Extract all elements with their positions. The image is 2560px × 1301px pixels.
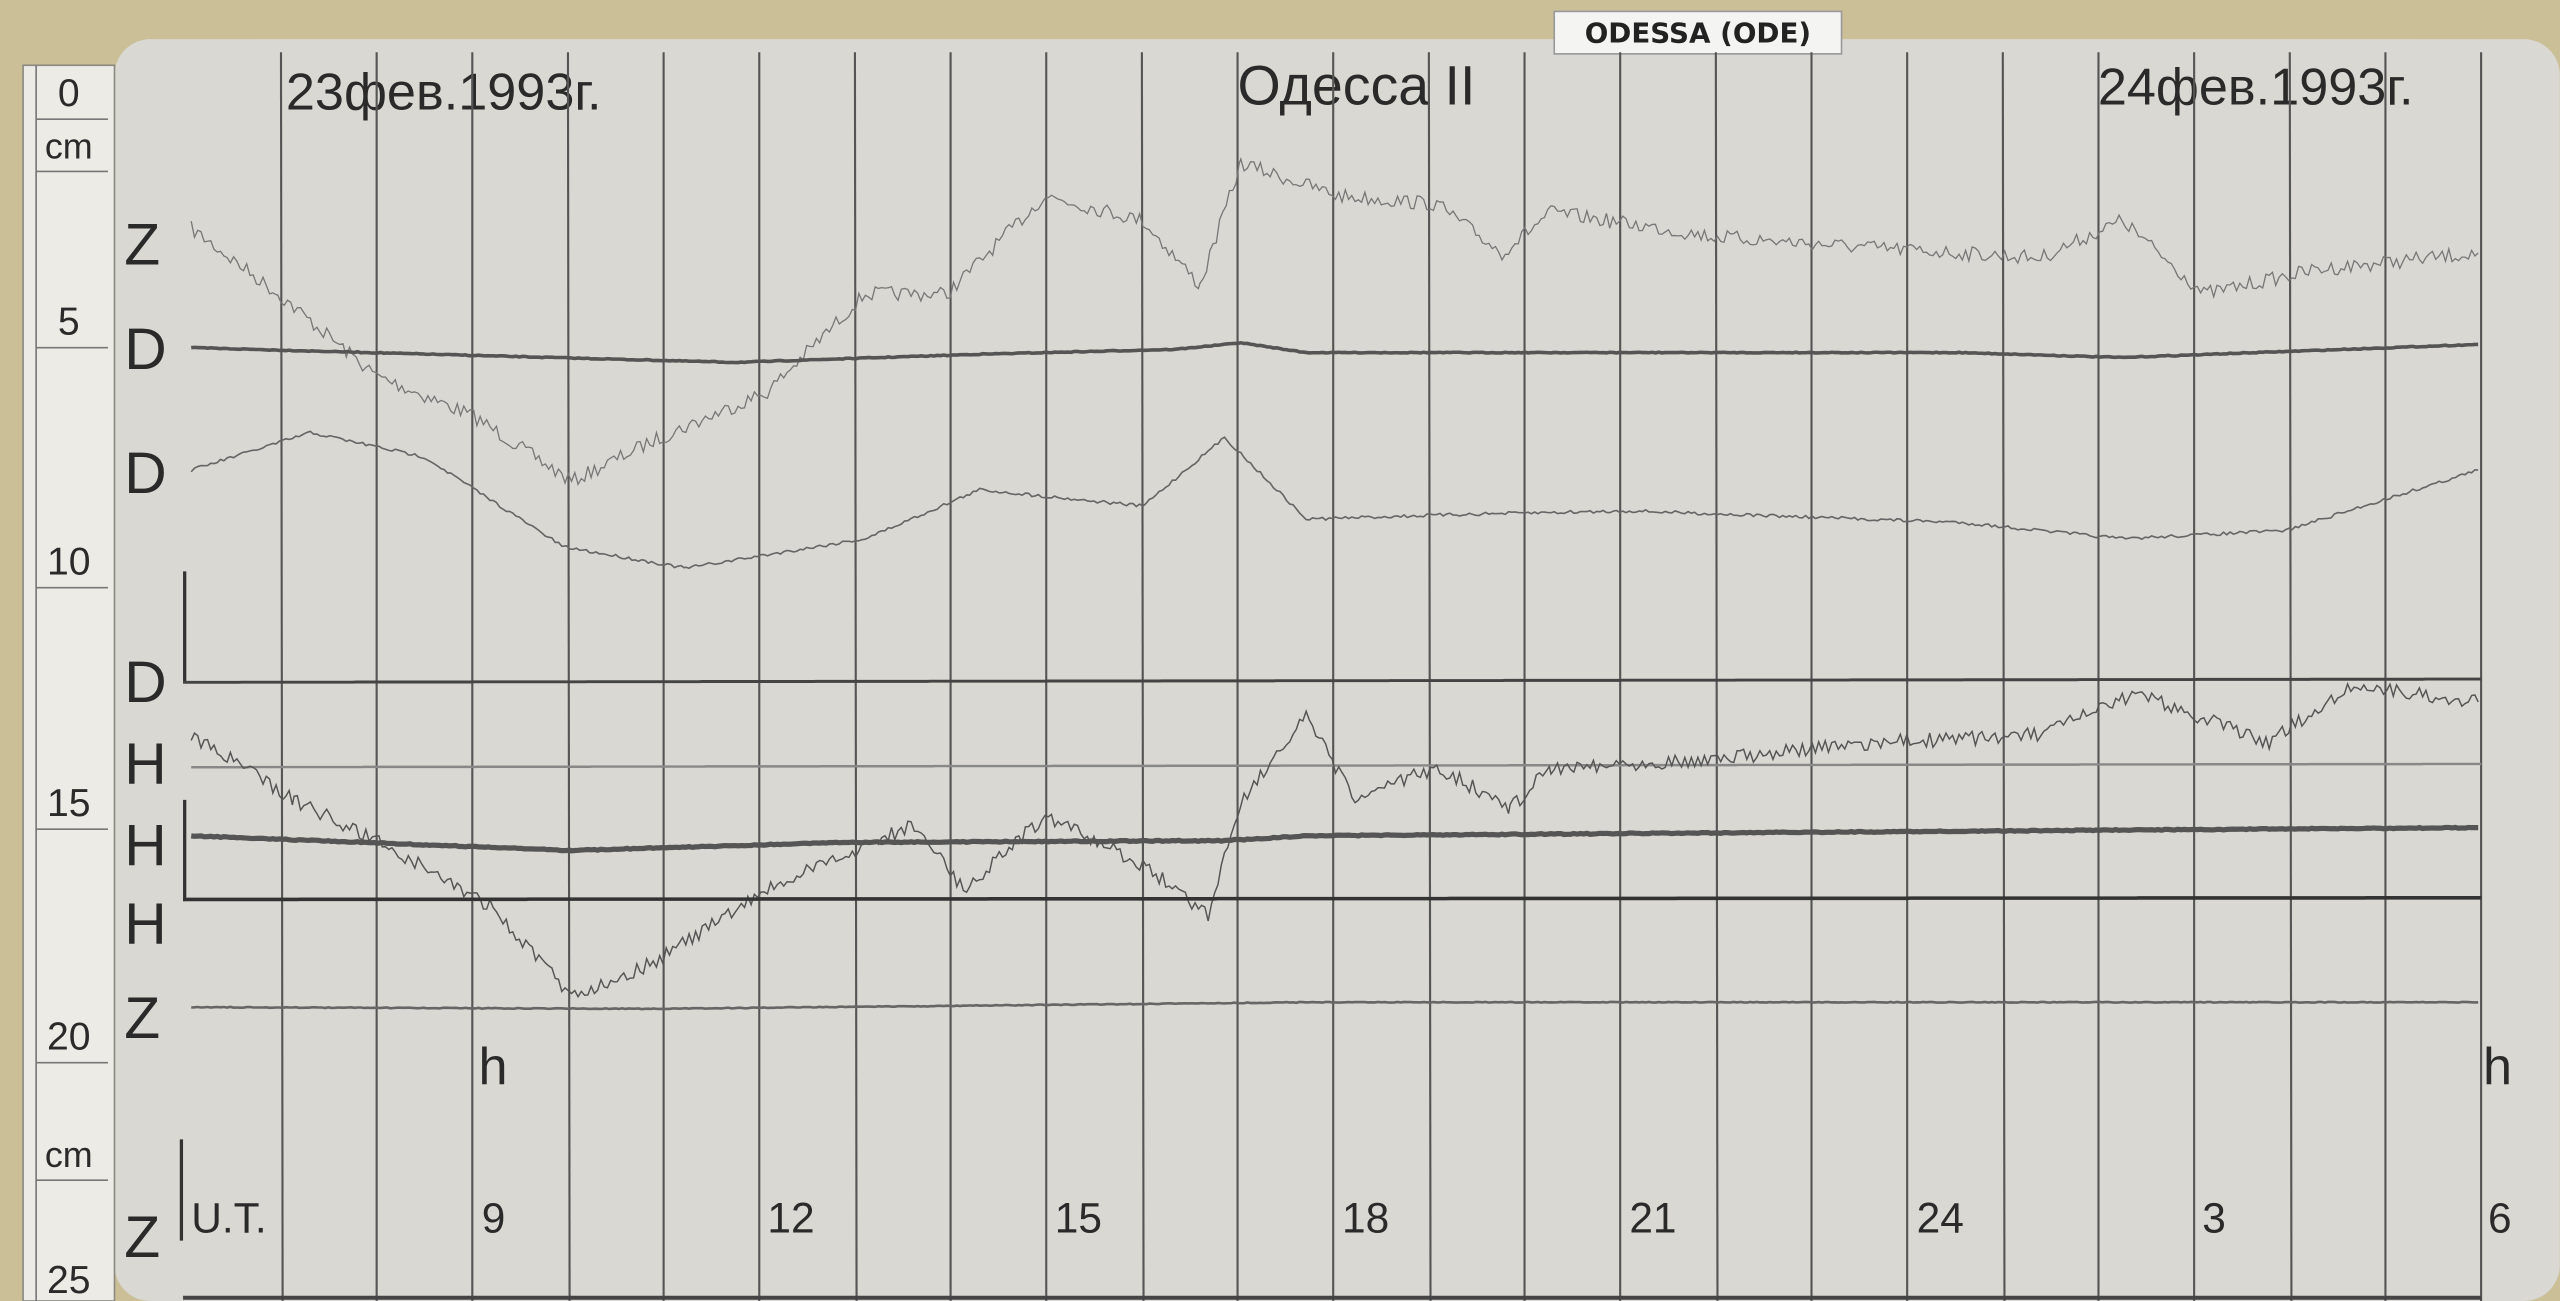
trace-label: Z (124, 212, 160, 277)
trace (191, 762, 2482, 769)
trace (183, 677, 2482, 684)
date-end: 24фев.1993г. (2098, 58, 2414, 116)
time-label: 15 (1055, 1194, 1102, 1241)
time-label: 3 (2202, 1194, 2226, 1241)
ruler-label: 20 (47, 1016, 91, 1059)
traces (183, 156, 2482, 1300)
trace (191, 340, 2479, 365)
time-label: 24 (1917, 1194, 1964, 1241)
time-label: 21 (1629, 1194, 1676, 1241)
trace-label: D (124, 650, 166, 715)
ruler-label: 25 (47, 1259, 91, 1301)
grid (279, 52, 2483, 1301)
station: Одесса II (1238, 54, 1476, 116)
time-label: 12 (767, 1194, 814, 1241)
hour-line (2288, 52, 2293, 1301)
trace-label: D (124, 317, 166, 382)
trace-label: H (124, 892, 166, 957)
hour-mark: h (479, 1038, 508, 1096)
ruler-label: cm (45, 1134, 93, 1175)
trace (190, 681, 2479, 999)
hour-line (2001, 52, 2006, 1301)
ruler-label: 15 (47, 782, 91, 825)
hour-line (853, 52, 858, 1301)
time-label: 18 (1342, 1194, 1389, 1241)
tag-label: ODESSA (ODE) (1585, 16, 1811, 49)
ruler-label: 10 (47, 541, 91, 584)
trace (183, 896, 2482, 902)
date-start: 23фев.1993г. (286, 63, 602, 121)
trace (190, 156, 2479, 487)
trace (190, 824, 2479, 854)
time-unit: U.T. (191, 1194, 266, 1241)
trace (191, 1000, 2479, 1011)
time-label: 6 (2488, 1194, 2512, 1241)
trace-label: H (124, 813, 166, 878)
time-label: 9 (482, 1194, 506, 1241)
hour-line (1714, 52, 1719, 1301)
trace-label: Z (124, 986, 160, 1051)
ruler-label: 0 (58, 72, 80, 115)
trace-label: Z (124, 1205, 160, 1270)
tag-label-bg (1553, 10, 1843, 55)
ruler-label: cm (45, 125, 93, 166)
hour-line (566, 52, 571, 1301)
trace-label: H (124, 732, 166, 797)
trace (190, 430, 2479, 570)
hour-line (1140, 52, 1145, 1301)
ruler (22, 64, 116, 1301)
trace-label: D (124, 441, 166, 506)
hour-mark: h (2483, 1038, 2512, 1096)
hour-line (1427, 52, 1432, 1301)
paper (114, 39, 2560, 1301)
ruler-label: 5 (58, 301, 80, 344)
hour-line (279, 52, 284, 1301)
